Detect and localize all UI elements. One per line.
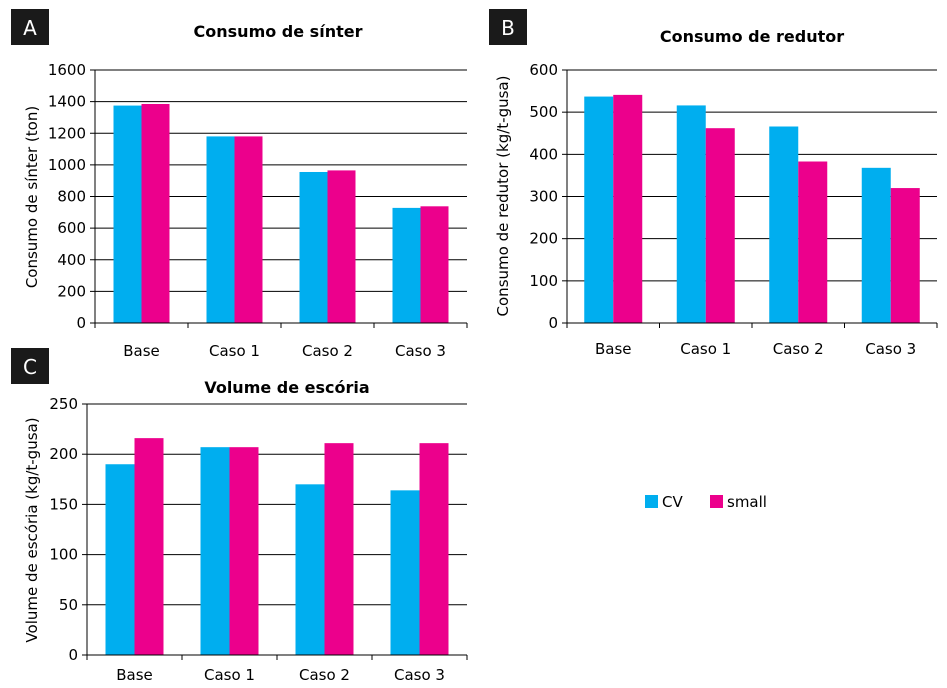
panel-c-marks: 0 50 100 150 200 250 Base Caso 1 Caso 2 Caso 3 <box>49 395 468 684</box>
panel-a-marks: 0 200 400 600 800 1000 1200 1400 1600 Base Caso 1 C… <box>48 61 468 360</box>
panel-c-bar-small-1 <box>134 438 164 655</box>
panel-b-xtick-label: Caso 1 <box>680 340 731 358</box>
panel-c-bar-small-3 <box>324 443 354 655</box>
panel-a-ytick-label: 1200 <box>48 124 86 142</box>
panel-a-bar-cv-3 <box>299 171 328 323</box>
legend: CV small <box>645 493 767 511</box>
panel-a-ytick-label: 400 <box>57 251 86 269</box>
panel-b-ytick-label: 600 <box>529 61 558 79</box>
panel-b-xtick-label: Caso 3 <box>865 340 916 358</box>
panel-a-ytick-label: 1000 <box>48 156 86 174</box>
panel-b-badge-label: B <box>501 16 515 40</box>
panel-b-bar-cv-3 <box>769 126 799 324</box>
panel-a-ytick-label: 800 <box>57 188 86 206</box>
panel-a-bar-cv-4 <box>392 207 421 323</box>
panel-a-xtick-label: Caso 2 <box>302 342 353 360</box>
legend-swatch-cv <box>645 495 658 508</box>
panel-c-title: Volume de escória <box>204 378 369 397</box>
panel-c-bar-cv-1 <box>105 464 135 655</box>
panel-c-bar-cv-2 <box>200 447 230 655</box>
panel-a-ytick-label: 1600 <box>48 61 86 79</box>
panel-c-ylabel: Volume de escória (kg/t-gusa) <box>23 417 41 642</box>
panel-c-ytick-label: 150 <box>49 495 78 513</box>
panel-b-ytick-label: 300 <box>529 188 558 206</box>
panel-a-ytick-label: 0 <box>76 314 86 332</box>
panel-b-bar-cv-4 <box>861 167 891 323</box>
panel-b-badge <box>489 9 527 45</box>
panel-a-xtick-label: Base <box>123 342 160 360</box>
panel-b-xtick-label: Base <box>595 340 632 358</box>
panel-c-ytick-label: 0 <box>68 646 78 664</box>
panel-a-xtick-label: Caso 1 <box>209 342 260 360</box>
panel-a-ytick-label: 200 <box>57 282 86 300</box>
panel-b-ytick-label: 200 <box>529 230 558 248</box>
panel-c-bar-small-4 <box>419 443 449 655</box>
panel-b-chart: B Consumo de redutor Consumo de redutor … <box>489 9 938 358</box>
panel-c-ytick-label: 100 <box>49 546 78 564</box>
panel-b-bar-small-4 <box>890 188 920 323</box>
panel-c-ytick-label: 250 <box>49 395 78 413</box>
panel-a-chart: A Consumo de sínter Consumo de sínter (t… <box>11 9 468 360</box>
panel-a-ytick-label: 600 <box>57 219 86 237</box>
panel-c-ytick-label: 50 <box>59 596 78 614</box>
panel-b-title: Consumo de redutor <box>660 27 844 46</box>
panel-b-bar-cv-2 <box>676 105 706 323</box>
panel-a-title: Consumo de sínter <box>194 22 363 41</box>
panel-c-badge-label: C <box>23 355 37 379</box>
legend-label-cv: CV <box>662 493 683 511</box>
legend-swatch-small <box>710 495 723 508</box>
panel-b-xtick-label: Caso 2 <box>773 340 824 358</box>
panel-a-badge <box>11 9 49 45</box>
panel-c-bar-cv-4 <box>390 490 420 655</box>
panel-a-bar-small-4 <box>420 206 449 323</box>
panel-a-bar-small-3 <box>327 170 356 323</box>
panel-b-ytick-label: 100 <box>529 272 558 290</box>
panel-c-chart: C Volume de escória Volume de escória (k… <box>11 348 468 684</box>
legend-label-small: small <box>727 493 767 511</box>
panel-b-ytick-label: 500 <box>529 103 558 121</box>
panel-b-ytick-label: 0 <box>548 314 558 332</box>
panel-c-bar-cv-3 <box>295 484 325 655</box>
panel-a-ytick-label: 1400 <box>48 93 86 111</box>
panel-c-xtick-label: Base <box>116 666 153 684</box>
panel-a-bar-cv-2 <box>206 136 235 323</box>
panel-a-xtick-label: Caso 3 <box>395 342 446 360</box>
panel-b-bar-small-2 <box>705 128 735 323</box>
panel-c-ytick-label: 200 <box>49 445 78 463</box>
panel-c-xtick-label: Caso 2 <box>299 666 350 684</box>
panel-b-bar-small-3 <box>798 161 828 323</box>
panel-b-ytick-label: 400 <box>529 145 558 163</box>
panel-c-xtick-label: Caso 1 <box>204 666 255 684</box>
panel-a-ylabel: Consumo de sínter (ton) <box>23 106 41 288</box>
panel-a-bar-small-1 <box>141 103 170 323</box>
panel-a-bar-small-2 <box>234 136 263 323</box>
panel-c-xtick-label: Caso 3 <box>394 666 445 684</box>
panel-b-ylabel: Consumo de redutor (kg/t-gusa) <box>494 76 512 317</box>
panel-b-bar-cv-1 <box>584 96 614 323</box>
panel-c-bar-small-2 <box>229 447 259 655</box>
panel-b-bar-small-1 <box>613 94 643 324</box>
panel-b-marks: 0 100 200 300 400 500 600 Base Caso 1 Caso 2 Caso … <box>529 61 938 358</box>
panel-c-badge <box>11 348 49 384</box>
panel-a-badge-label: A <box>23 16 37 40</box>
panel-a-bar-cv-1 <box>113 105 142 323</box>
